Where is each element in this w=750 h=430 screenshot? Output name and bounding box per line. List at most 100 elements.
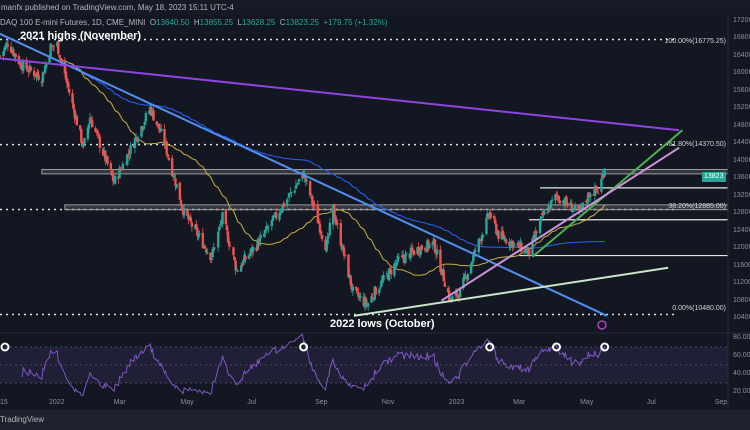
candle-body (425, 251, 428, 253)
publish-line: manfx published on TradingView.com, May … (1, 3, 234, 12)
candle-body (225, 225, 229, 231)
candle-body (294, 185, 298, 190)
time-axis-tick: 2022 (49, 399, 65, 406)
rsi-line (21, 333, 606, 397)
candle-body (512, 242, 516, 247)
rsi-overbought-marker (600, 342, 610, 352)
candle-body (410, 247, 414, 251)
candle-body (97, 133, 100, 138)
candle-body (212, 247, 215, 251)
candle-body (515, 243, 519, 245)
candle-body (198, 233, 201, 235)
candle-body (278, 213, 281, 220)
candle-body (290, 192, 293, 193)
candle-body (492, 216, 496, 219)
candle-body (311, 195, 314, 204)
candle-body (282, 202, 286, 207)
rsi-overbought-marker (485, 342, 495, 352)
time-axis-tick: Mar (513, 399, 526, 406)
open-value: 13640.50 (156, 18, 190, 27)
candle-body (219, 224, 222, 227)
candle-body (258, 237, 261, 246)
candle-body (435, 249, 439, 254)
candle-body (310, 194, 313, 196)
price-chart[interactable] (0, 0, 750, 410)
candle-body (316, 205, 319, 223)
candle-body (247, 255, 251, 259)
candle-body (189, 217, 192, 222)
fib-label-618: 61.80%(14370.50) (668, 141, 726, 148)
candle-body (434, 253, 438, 255)
annotation-2022-lows: 2022 lows (October) (330, 318, 435, 330)
candle-body (178, 182, 182, 200)
resistance-zone (41, 169, 729, 175)
candle-body (442, 269, 445, 282)
candle-body (94, 128, 97, 132)
candle-body (561, 200, 565, 203)
candle-body (501, 230, 505, 236)
high-value: 13855.25 (199, 18, 234, 27)
rsi-axis-tick: 40.00 (733, 370, 750, 377)
rsi-overbought-marker (552, 342, 562, 352)
candle-body (163, 128, 166, 146)
candle-body (96, 130, 99, 134)
candle-body (232, 247, 235, 256)
candle-body (326, 236, 329, 245)
candle-body (170, 158, 174, 176)
candle-body (370, 296, 373, 303)
candle-body (109, 163, 113, 170)
candle-body (565, 196, 568, 204)
price-axis-tick: 16400 (733, 51, 750, 59)
candle-body (203, 245, 207, 248)
candle-body (472, 255, 475, 262)
candle-body (554, 194, 557, 201)
candle-body (509, 241, 512, 248)
candle-body (327, 234, 330, 236)
candle-body (423, 248, 427, 251)
rsi-overbought-marker (299, 342, 309, 352)
candle-body (57, 41, 60, 55)
close-value: 13823.25 (285, 18, 319, 27)
candle-body (357, 292, 360, 297)
candle-body (98, 136, 102, 149)
current-price-tag: 13823 (702, 172, 726, 182)
price-axis-tick: 12800 (733, 209, 750, 217)
candle-body (128, 154, 131, 156)
candle-body (204, 249, 208, 253)
candle-body (393, 263, 396, 276)
candle-body (293, 190, 297, 193)
candle-body (87, 124, 91, 130)
candle-body (336, 223, 339, 225)
candle-body (489, 212, 493, 218)
candle-body (439, 249, 442, 272)
candle-body (174, 178, 177, 187)
candle-body (152, 110, 155, 121)
candle-body (320, 234, 324, 239)
candle-body (396, 255, 399, 263)
price-axis-tick: 11600 (733, 261, 750, 269)
low-label: L (237, 18, 242, 27)
candle-body (495, 223, 498, 234)
price-axis-tick: 13600 (733, 174, 750, 182)
candle-body (40, 81, 44, 84)
open-label: O (149, 18, 157, 27)
candle-body (385, 273, 388, 275)
candle-body (480, 235, 484, 242)
trendline-purple-downtrend (0, 57, 680, 132)
candle-body (244, 256, 247, 260)
time-axis-tick: Jul (247, 399, 257, 406)
candle-body (251, 247, 255, 252)
candle-body (349, 275, 352, 285)
change-value: +179.75 (+1.32%) (323, 18, 388, 27)
candle-body (227, 241, 231, 247)
candle-body (466, 274, 470, 281)
candle-body (535, 232, 538, 234)
time-axis-tick: Sep (315, 399, 328, 406)
candle-body (25, 59, 28, 69)
price-axis-tick: 16000 (733, 69, 750, 77)
candle-body (37, 74, 40, 80)
candle-body (451, 296, 454, 300)
candle-body (73, 109, 76, 119)
candle-body (318, 223, 322, 233)
candle-body (589, 194, 592, 197)
